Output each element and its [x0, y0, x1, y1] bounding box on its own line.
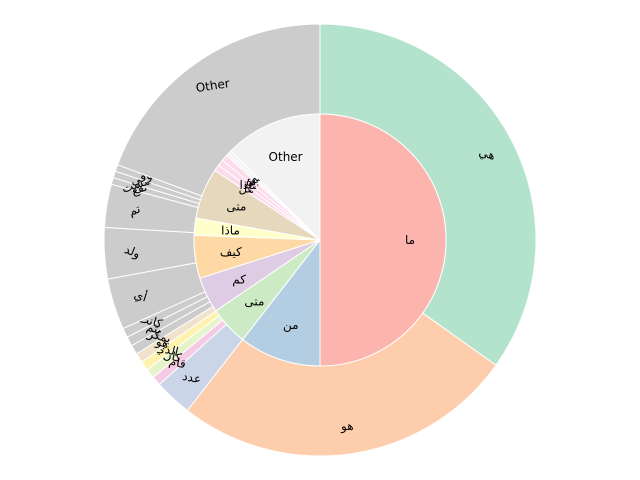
outer-label-1: هو [340, 419, 354, 434]
outer-label-11: ولد [122, 242, 142, 262]
outer-label-16: Other [195, 76, 231, 95]
outer-label-2: عدد [181, 369, 202, 386]
inner-wedge-1 [242, 238, 321, 367]
inner-wedge-0 [319, 113, 447, 367]
inner-label-5: ماذا [221, 223, 240, 237]
outer-label-0: هي [477, 145, 497, 163]
inner-label-12: Other [269, 150, 303, 164]
inner-label-4: كيف [220, 245, 242, 259]
inner-label-6: متى [226, 200, 246, 214]
inner-label-0: ما [405, 233, 415, 247]
inner-label-1: من [283, 318, 299, 333]
inner-wedge-12 [230, 113, 321, 242]
inner-label-3: كم [232, 272, 246, 286]
inner-label-2: متى [244, 295, 264, 309]
outer-label-10: أي [132, 286, 149, 304]
outer-label-12: تم [127, 202, 142, 219]
